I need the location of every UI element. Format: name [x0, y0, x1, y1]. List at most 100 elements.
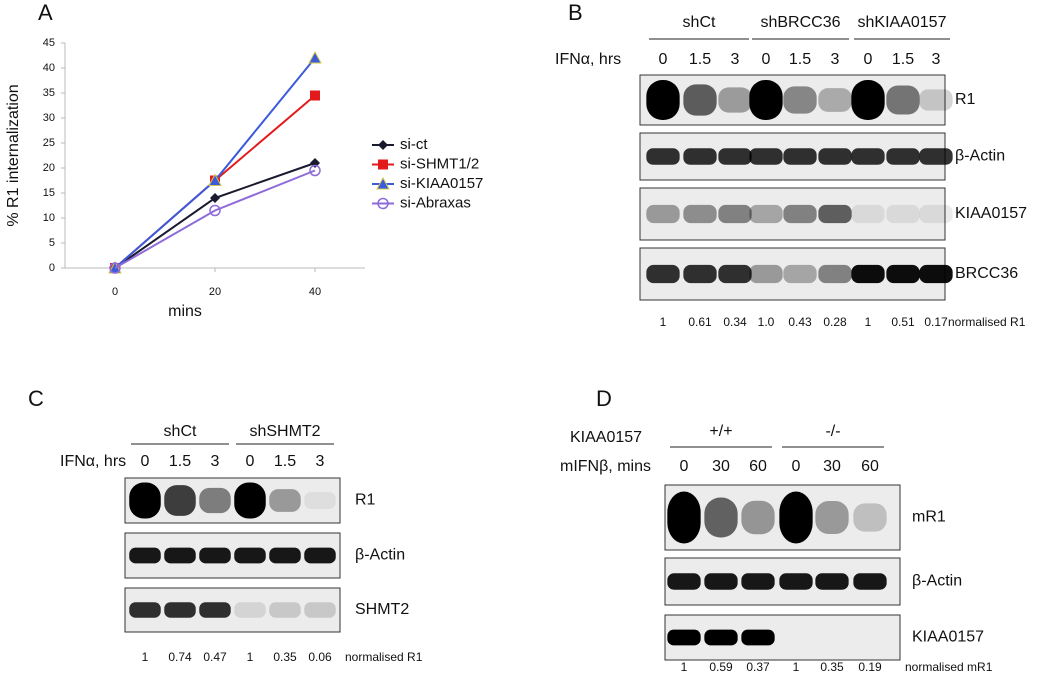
blot-strip	[124, 587, 341, 633]
treatment-label: mIFNβ, mins	[560, 458, 651, 475]
band	[667, 629, 701, 646]
band	[683, 264, 717, 284]
quant-value: 0.06	[308, 650, 332, 664]
group-label: shCt	[683, 14, 716, 31]
band	[199, 487, 231, 514]
quant-value: 1	[681, 660, 688, 674]
row-label: SHMT2	[355, 601, 409, 618]
panel-label: D	[596, 386, 612, 411]
y-tick-label: 40	[43, 62, 55, 74]
band	[886, 204, 920, 224]
band	[718, 204, 752, 224]
quant-value: 1	[660, 315, 667, 329]
quant-value: 1	[142, 650, 149, 664]
marker	[378, 140, 388, 150]
quant-value: 0.51	[891, 315, 915, 329]
band	[783, 264, 817, 284]
quant-value: 0.37	[746, 660, 770, 674]
group-label: -/-	[825, 423, 840, 440]
group-label: shBRCC36	[760, 14, 840, 31]
band	[129, 547, 161, 564]
band	[304, 547, 336, 564]
row-label: KIAA0157	[955, 205, 1027, 222]
row-label: R1	[955, 91, 976, 108]
band	[304, 602, 336, 618]
y-tick-label: 0	[49, 262, 55, 274]
lane-label: 60	[861, 458, 879, 475]
blot-strip	[124, 532, 341, 579]
band	[667, 491, 701, 544]
legend-label: si-SHMT1/2	[400, 155, 479, 172]
band	[199, 547, 231, 564]
band	[818, 148, 852, 165]
quant-value: 1	[247, 650, 254, 664]
treatment-label: IFNα, hrs	[60, 453, 126, 470]
marker	[377, 197, 389, 210]
lane-label: 1.5	[892, 51, 914, 68]
lane-label: 3	[731, 51, 740, 68]
y-tick-label: 25	[43, 137, 55, 149]
band	[704, 629, 738, 646]
band	[741, 500, 775, 535]
quant-value: 1.0	[758, 315, 775, 329]
band	[919, 89, 953, 111]
band	[919, 264, 953, 284]
y-tick-label: 35	[43, 87, 55, 99]
band	[815, 501, 849, 534]
band	[269, 602, 301, 618]
lane-label: 3	[211, 453, 220, 470]
lane-label: 30	[823, 458, 841, 475]
row-label: R1	[355, 492, 376, 509]
quant-value: 0.35	[273, 650, 297, 664]
band	[304, 492, 336, 509]
marker	[210, 193, 220, 203]
treatment-label: IFNα, hrs	[555, 51, 621, 68]
quant-value: 0.74	[168, 650, 192, 664]
band	[667, 573, 701, 590]
lane-label: 1.5	[789, 51, 811, 68]
marker	[310, 90, 320, 101]
lane-label: 3	[932, 51, 941, 68]
legend-label: si-Abraxas	[400, 194, 471, 211]
band	[783, 86, 817, 114]
band	[818, 204, 852, 224]
quant-value: 1	[865, 315, 872, 329]
y-tick-label: 45	[43, 37, 55, 49]
band	[164, 485, 196, 516]
legend-label: si-ct	[400, 136, 428, 153]
band	[853, 573, 887, 590]
quant-value: 0.28	[823, 315, 847, 329]
marker	[309, 164, 321, 177]
band	[749, 148, 783, 165]
band	[718, 148, 752, 165]
row-label: KIAA0157	[912, 629, 984, 646]
lane-label: 3	[831, 51, 840, 68]
band	[234, 602, 266, 618]
lane-label: 0	[762, 51, 771, 68]
band	[818, 264, 852, 284]
band	[783, 148, 817, 165]
band	[234, 547, 266, 564]
band	[269, 547, 301, 564]
band	[851, 80, 885, 120]
band	[129, 482, 161, 519]
lane-label: 1.5	[274, 453, 296, 470]
band	[646, 204, 680, 224]
band	[851, 204, 885, 224]
group-label: shKIAA0157	[858, 14, 947, 31]
lane-label: 0	[792, 458, 801, 475]
y-tick-label: 20	[43, 162, 55, 174]
band	[919, 204, 953, 224]
quant-label: normalised R1	[948, 315, 1026, 329]
band	[704, 497, 738, 538]
band	[199, 602, 231, 618]
band	[853, 503, 887, 532]
band	[818, 88, 852, 112]
blot-strip	[664, 614, 901, 661]
x-tick-label: 20	[209, 286, 221, 298]
x-axis-title: mins	[168, 303, 202, 320]
genotype-label: KIAA0157	[570, 429, 642, 446]
row-label: β-Actin	[355, 547, 405, 564]
row-label: BRCC36	[955, 265, 1018, 282]
